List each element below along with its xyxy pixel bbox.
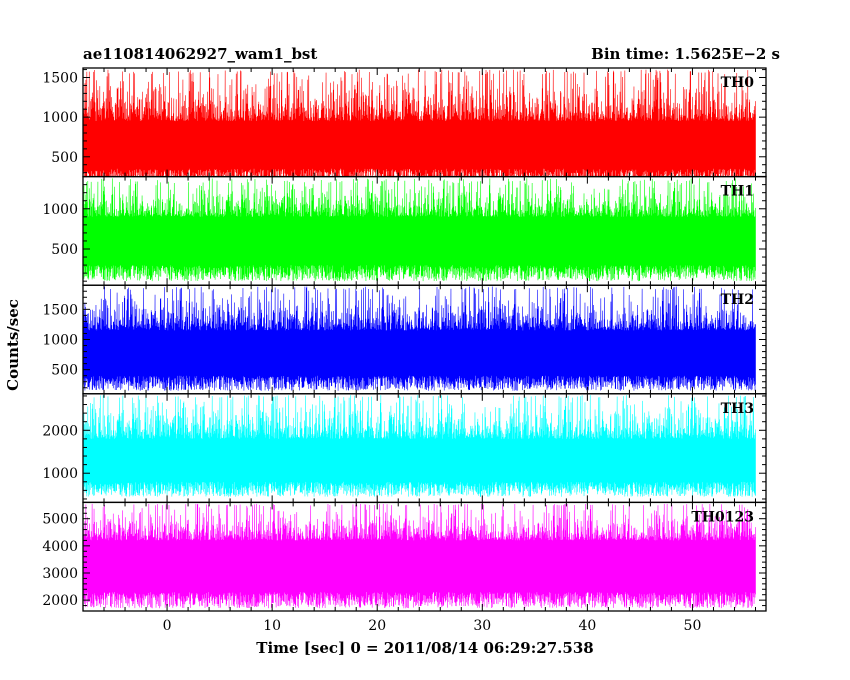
- series-line-th3: [83, 395, 756, 497]
- series-label: TH0123: [691, 509, 754, 525]
- series-label: TH1: [721, 184, 754, 200]
- y-tick-label: 1000: [42, 466, 78, 482]
- y-tick-label: 3000: [42, 566, 78, 582]
- y-tick-label: 1000: [42, 202, 78, 218]
- x-tick-label: 10: [263, 618, 281, 634]
- y-tick-label: 2000: [42, 593, 78, 609]
- x-tick-label: 0: [163, 618, 172, 634]
- series-band-th0: [83, 131, 756, 164]
- y-tick-label: 1000: [42, 110, 78, 126]
- series-line-th2: [83, 286, 756, 391]
- x-tick-label: 30: [473, 618, 491, 634]
- series-line-th0: [83, 69, 756, 177]
- panel-th1: 500 1000 TH1: [42, 175, 767, 286]
- series-label: TH3: [721, 401, 754, 417]
- series-band-th2: [83, 339, 756, 371]
- series-band-th1: [83, 227, 756, 261]
- x-axis-label: Time [sec] 0 = 2011/08/14 06:29:27.538: [256, 639, 593, 657]
- y-tick-label: 500: [51, 150, 78, 166]
- y-tick-label: 500: [51, 363, 78, 379]
- x-axis-ticks: 0 10 20 30 40 50: [163, 618, 702, 634]
- y-tick-label: 1500: [42, 302, 78, 318]
- series-label: TH0: [721, 75, 755, 91]
- y-tick-label: 500: [51, 242, 78, 258]
- y-tick-label: 4000: [42, 539, 78, 555]
- y-tick-label: 5000: [42, 512, 78, 528]
- panel-th0123: 2000 3000 4000 5000 TH0123: [42, 501, 767, 612]
- panel-th0: 500 1000 1500 TH0: [42, 67, 767, 178]
- y-axis-label: Counts/sec: [4, 299, 22, 391]
- panel-th2: 500 1000 1500 TH2: [42, 284, 767, 395]
- panels-group: 500 1000 1500 TH0 500 1000 TH1 500 1000 1500 TH2 10…: [42, 67, 767, 612]
- series-band-th0123: [83, 548, 756, 586]
- chart-title-right: Bin time: 1.5625E−2 s: [591, 45, 780, 63]
- x-tick-label: 50: [684, 618, 702, 634]
- y-tick-label: 1000: [42, 333, 78, 349]
- y-tick-label: 1500: [42, 71, 78, 87]
- x-tick-label: 40: [578, 618, 596, 634]
- y-tick-label: 2000: [42, 423, 78, 439]
- x-tick-label: 20: [368, 618, 386, 634]
- series-band-th3: [83, 446, 756, 477]
- panel-th3: 1000 2000 TH3: [42, 393, 767, 504]
- series-label: TH2: [721, 292, 754, 308]
- chart-title-left: ae110814062927_wam1_bst: [83, 45, 317, 63]
